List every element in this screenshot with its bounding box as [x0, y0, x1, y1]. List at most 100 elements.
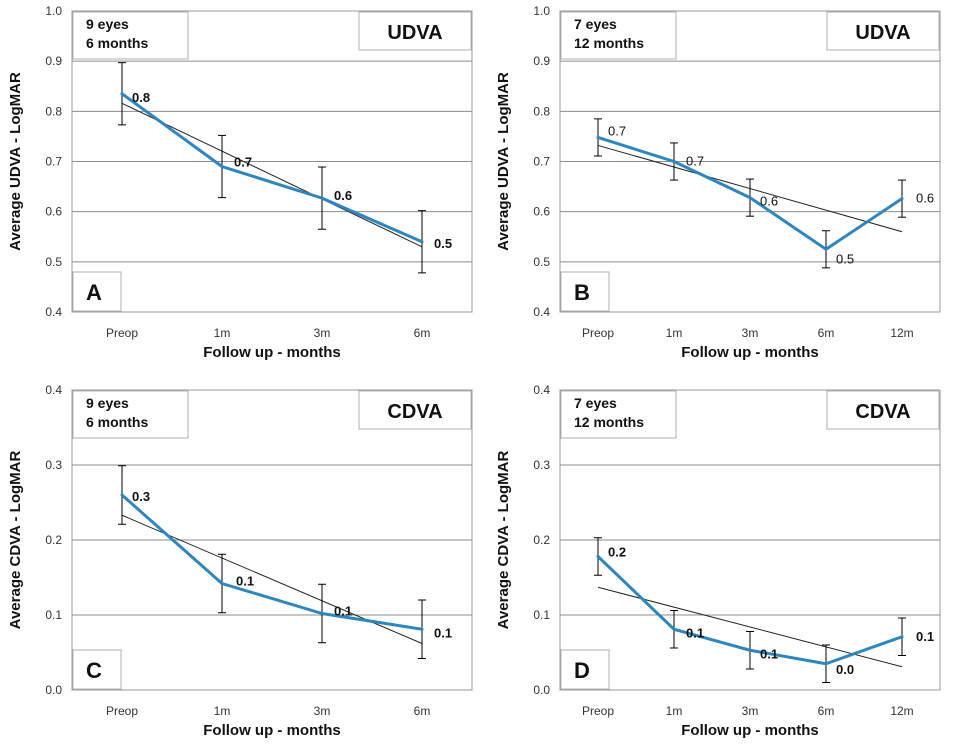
x-tick-label: Preop — [106, 704, 138, 718]
info-box-frame — [72, 390, 189, 439]
data-label: 0.1 — [916, 629, 934, 644]
data-point — [420, 240, 424, 244]
chart-panel-a: 0.4 0.5 0.6 0.7 0.8 0.9 1.0 Preop 1m 3m 6m Follow u… — [7, 4, 473, 361]
y-tick-label: 0.4 — [533, 305, 550, 319]
info-box-line: 12 months — [574, 35, 644, 51]
y-tick-label: 0.4 — [533, 383, 550, 397]
info-box: 9 eyes 6 months — [72, 11, 189, 60]
data-label: 0.1 — [334, 604, 352, 619]
data-label: 0.7 — [686, 154, 704, 169]
y-tick-label: 0.4 — [45, 383, 62, 397]
measure-box-frame — [358, 390, 472, 430]
y-tick-label: 0.9 — [533, 54, 550, 68]
measure-label: UDVA — [387, 22, 442, 44]
data-label: 0.1 — [236, 574, 254, 589]
y-axis-title: Average UDVA - LogMAR — [495, 72, 512, 251]
trendline — [121, 102, 423, 248]
y-tick-label: 0.7 — [533, 155, 550, 169]
data-point — [220, 165, 224, 169]
measure-box: CDVA — [826, 390, 940, 430]
x-tick-label: Preop — [582, 704, 614, 718]
chart-panel-d: 0.0 0.1 0.2 0.3 0.4 Preop 1m 3m 6m 12m Follow up -… — [495, 383, 941, 739]
measure-label: CDVA — [855, 401, 910, 423]
x-tick-label: 1m — [666, 704, 683, 718]
data-label: 0.7 — [234, 155, 252, 170]
y-tick-label: 0.9 — [45, 54, 62, 68]
measure-box: CDVA — [358, 390, 472, 430]
y-tick-label: 1.0 — [45, 4, 62, 18]
data-point — [824, 662, 828, 666]
measure-box-frame — [826, 390, 940, 430]
info-box-frame — [72, 11, 189, 60]
panel-letter-frame — [560, 271, 610, 312]
data-label: 0.6 — [760, 194, 778, 209]
data-point — [320, 612, 324, 615]
y-tick-label: 0.5 — [533, 255, 550, 269]
y-axis-title: Average UDVA - LogMAR — [7, 72, 24, 251]
data-point — [220, 582, 224, 585]
data-point — [748, 196, 752, 200]
info-box-line: 7 eyes — [574, 395, 617, 411]
x-tick-label: 6m — [818, 704, 835, 718]
data-point — [900, 635, 904, 639]
x-axis-title: Follow up - months — [681, 344, 818, 361]
data-label: 0.6 — [334, 188, 352, 203]
y-tick-label: 0.4 — [45, 305, 62, 319]
info-box: 7 eyes 12 months — [560, 11, 677, 60]
y-tick-label: 0.2 — [533, 533, 550, 547]
x-tick-label: 3m — [742, 326, 759, 340]
data-label: 0.5 — [836, 251, 854, 266]
measure-label: UDVA — [855, 22, 910, 44]
measure-box: UDVA — [358, 11, 472, 51]
y-tick-label: 0.1 — [45, 608, 62, 622]
data-label: 0.8 — [132, 90, 150, 105]
y-axis-title: Average CDVA - LogMAR — [495, 451, 512, 630]
panel-letter-box: C — [72, 649, 122, 690]
measure-box-frame — [826, 11, 940, 51]
info-box-line: 9 eyes — [86, 395, 129, 411]
y-axis-title: Average CDVA - LogMAR — [7, 451, 24, 630]
x-tick-label: 12m — [890, 704, 913, 718]
series-line — [120, 92, 424, 244]
x-tick-label: 1m — [214, 326, 231, 340]
chart-panel-b: 0.4 0.5 0.6 0.7 0.8 0.9 1.0 Preop 1m 3m 6m 12m Follo… — [495, 4, 941, 361]
panel-letter-frame — [72, 271, 122, 312]
x-tick-label: 12m — [890, 326, 913, 340]
x-tick-label: 6m — [414, 326, 431, 340]
data-point — [420, 627, 424, 631]
chart-panel-c: 0.0 0.1 0.2 0.3 0.4 Preop 1m 3m 6m Follow up - mo… — [7, 383, 473, 739]
panel-letter: C — [86, 658, 102, 683]
measure-label: CDVA — [387, 401, 442, 423]
y-tick-label: 0.3 — [533, 458, 550, 472]
data-label: 0.1 — [760, 646, 778, 661]
y-tick-label: 1.0 — [533, 4, 550, 18]
x-tick-label: 1m — [666, 326, 683, 340]
y-tick-label: 0.6 — [533, 205, 550, 219]
y-tick-label: 0.3 — [45, 458, 62, 472]
data-label: 0.5 — [434, 236, 452, 251]
y-tick-label: 0.2 — [45, 533, 62, 547]
data-label: 0.6 — [916, 191, 934, 206]
panel-letter-box: D — [560, 649, 610, 690]
measure-box: UDVA — [826, 11, 940, 51]
y-tick-label: 0.5 — [45, 255, 62, 269]
data-label: 0.1 — [686, 625, 704, 640]
x-tick-label: 6m — [414, 704, 431, 718]
y-tick-label: 0.6 — [45, 205, 62, 219]
data-point — [672, 160, 676, 163]
x-tick-label: 3m — [742, 704, 759, 718]
data-label: 0.0 — [836, 662, 854, 677]
x-tick-label: 1m — [214, 704, 231, 718]
x-axis-title: Follow up - months — [203, 344, 340, 361]
x-axis-title: Follow up - months — [681, 722, 818, 739]
series-line — [120, 493, 424, 631]
data-point — [120, 92, 124, 96]
x-tick-label: 3m — [314, 704, 331, 718]
data-label: 0.2 — [608, 545, 626, 560]
data-point — [900, 197, 904, 201]
data-point — [120, 493, 124, 497]
data-point — [672, 627, 676, 631]
info-box-line: 7 eyes — [574, 16, 617, 32]
x-tick-label: Preop — [106, 326, 138, 340]
